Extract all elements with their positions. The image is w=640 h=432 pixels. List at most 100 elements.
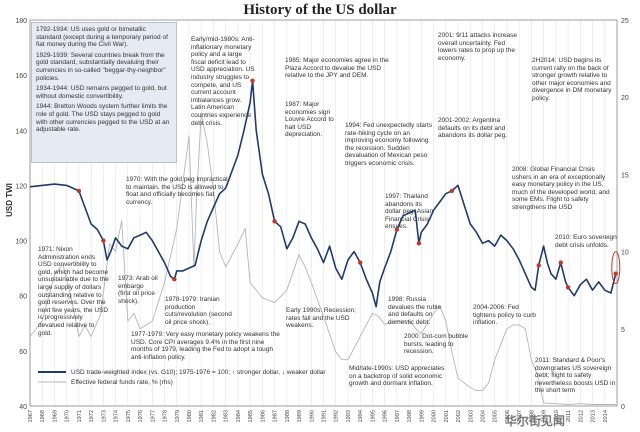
right-tick-label: 10 [621,250,629,257]
x-tick-label: 1970 [65,410,71,422]
event-markers [76,78,621,290]
event-marker [357,260,363,265]
event-marker [272,219,277,224]
left-tick-label: 140 [15,128,27,135]
annotation-1978: 1978-1979: Iranian production cuts/revol… [165,296,232,326]
right-tick-label: 5 [621,327,625,334]
x-tick-label: 1990 [309,410,315,422]
plot-frame [29,19,618,407]
x-tick-label: 1979 [175,410,181,422]
annotation-2004: 2004-2006: Fed tightens policy to curb i… [473,304,536,327]
x-tick-label: 1993 [346,410,352,422]
x-tick-label: 1969 [52,410,58,422]
x-tick-label: 1977 [150,410,156,422]
x-tick-label: 1971 [77,410,83,422]
annotation-2011: 2011: Standard & Poor's downgrades US so… [535,357,616,395]
annotation-1987: 1987: Major economies sign Louvre Accord… [285,101,334,139]
x-tick-label: 1991 [322,410,328,422]
x-tick-label: 1987 [273,410,279,422]
annotation-1998: 1998: Russia devalues the ruble and defa… [388,296,442,326]
annotation-early-1980s: Early/mid-1980s: Anti-inflationary monet… [191,36,255,127]
x-tick-label: 2002 [456,410,462,422]
legend-swatches [38,371,66,383]
series-line [29,112,616,405]
x-tick-label: 1975 [126,410,132,422]
left-axis-ticks: 40 60 80 100 120 140 160 180 [15,18,27,411]
annotation-early-1990s: Early 1990s: Recession; rates fall and t… [286,307,357,330]
history-box: 1792-1934: US uses gold or bimetallic st… [31,22,177,163]
event-marker [101,238,106,243]
fed-funds-series [29,112,616,405]
left-tick-label: 60 [19,349,27,356]
legend: USD trade-weighted index (vs. G10); 1975… [38,367,326,387]
right-tick-label: 25 [621,18,629,25]
x-tick-label: 1997 [395,410,401,422]
x-tick-label: 1999 [419,410,425,422]
x-tick-label: 1978 [163,410,169,422]
x-tick-label: 1968 [40,410,46,422]
x-tick-label: 1980 [187,410,193,422]
left-axis-label: USD TWI [5,183,14,217]
x-tick-label: 1986 [260,410,266,422]
left-tick-label: 120 [15,183,27,190]
x-tick-label: 2001 [444,410,450,422]
event-marker [449,188,455,194]
x-tick-label: 1967 [28,410,34,422]
annotation-1970: 1970: With the gold peg impractical to m… [126,176,228,206]
right-tick-label: 0 [621,404,625,411]
event-marker [76,188,82,194]
event-marker [613,271,618,276]
annotation-1929: 1929-1939: Several countries break from … [36,51,166,82]
x-tick-label: 2010 [554,410,560,422]
annotation-1977: 1977-1979: Very easy monetary policy wea… [131,331,280,361]
highlight-ring [611,251,621,285]
x-tick-label: 1982 [211,410,217,422]
plot-border [29,19,618,407]
annotation-1973: 1973: Arab oil embargo (first oil price … [118,275,158,305]
x-tick-label: 2012 [578,410,584,422]
x-tick-label: 2009 [542,410,548,422]
x-tick-label: 2007 [517,410,523,422]
series-line [29,79,617,308]
x-tick-label: 1973 [101,410,107,422]
event-marker [558,260,563,265]
x-tick-label: 1988 [285,410,291,422]
left-tick-label: 100 [15,239,27,246]
annotation-2h2014: 2H2014: USD begins its current rally on … [532,57,612,102]
legend-usd: USD trade-weighted index (vs. G10); 1975… [38,367,326,377]
annotation-2008: 2008: Global Financial Crisis ushers in … [512,166,610,211]
x-tick-label: 1995 [370,410,376,422]
x-tick-label: 1974 [114,410,120,422]
annotation-1985: 1985: Major economies agree in the Plaza… [285,57,389,80]
left-tick-label: 80 [19,294,27,301]
event-marker [565,285,571,290]
event-marker [250,78,255,83]
x-tick-label: 2006 [505,410,511,422]
x-tick-label: 1996 [383,410,389,422]
x-tick-label: 2014 [603,410,609,422]
annotation-1792: 1792-1934: US uses gold or bimetallic st… [36,26,168,49]
annotation-1944: 1944: Bretton Woods system further limit… [36,103,170,134]
watermark: 华尔街见闻 [505,414,566,428]
x-tick-label: 2008 [529,410,535,422]
x-tick-label: 1976 [138,410,144,422]
legend-usd-label: USD trade-weighted index (vs. G10); 1975… [71,368,326,376]
right-axis-ticks: 0 5 10 15 20 25 [621,18,629,411]
annotation-2001-2002: 2001-2002: Argentina defaults on its deb… [438,117,508,140]
right-tick-label: 20 [621,95,629,102]
usd-twi-series [29,79,617,308]
annotation-2001: 2001: 9/11 attacks increase overall unce… [438,32,518,62]
annotation-2000: 2000: Dot-com bubble bursts, leading to … [404,333,468,356]
chart-title: History of the US dollar [243,2,397,18]
annotation-1971: 1971: Nixon Administration ends USD conv… [38,246,109,337]
annotation-1997: 1997: Thailand abandons its dollar peg; … [385,193,434,231]
x-tick-label: 1998 [407,410,413,422]
annotation-1934: 1934-1944: USD remains pegged to gold, b… [36,85,167,100]
x-tick-label: 1972 [89,410,95,422]
x-tick-label: 2003 [468,410,474,422]
right-tick-label: 15 [621,172,629,179]
event-marker [394,227,400,232]
x-axis-ticks: 1967 1968 1969 1970 1971 1972 1973 1974 1975 1976… [28,410,609,422]
event-marker [536,263,541,268]
x-tick-label: 2013 [591,410,597,422]
